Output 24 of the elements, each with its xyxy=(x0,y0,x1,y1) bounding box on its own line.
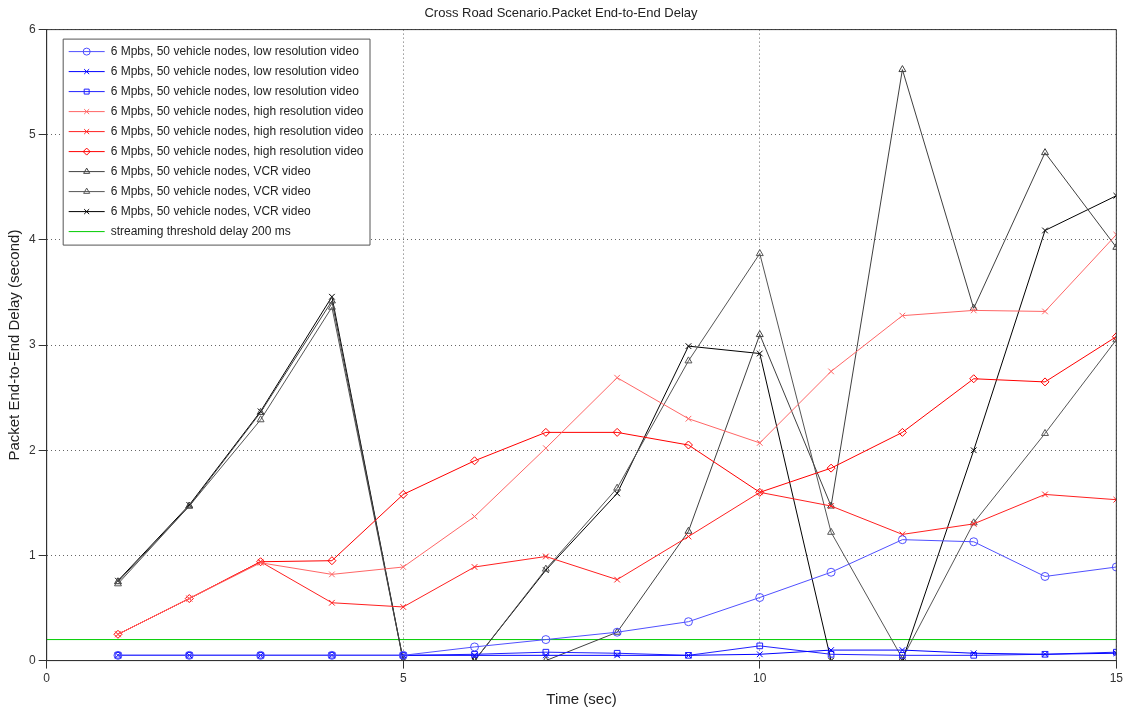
legend-label: 6 Mpbs, 50 vehicle nodes, VCR video xyxy=(110,203,312,218)
chart-title: Cross Road Scenario.Packet End-to-End Delay xyxy=(424,5,699,21)
y-tick-label: 1 xyxy=(28,547,36,562)
legend-label: 6 Mpbs, 50 vehicle nodes, low resolution video xyxy=(110,43,360,58)
x-tick-label: 10 xyxy=(753,671,767,686)
x-axis-title: Time (sec) xyxy=(546,690,617,708)
x-tick-label: 5 xyxy=(399,671,407,686)
x-tick-label: 0 xyxy=(43,671,51,686)
y-tick-label: 5 xyxy=(28,127,36,142)
y-tick-label: 6 xyxy=(28,21,36,36)
legend-label: 6 Mpbs, 50 vehicle nodes, high resolution video xyxy=(110,123,364,138)
y-tick-label: 4 xyxy=(28,232,36,247)
x-tick-label: 15 xyxy=(1109,671,1124,686)
legend-label: 6 Mpbs, 50 vehicle nodes, high resolution video xyxy=(110,103,364,118)
legend-label: 6 Mpbs, 50 vehicle nodes, low resolution video xyxy=(110,83,360,98)
legend-label: 6 Mpbs, 50 vehicle nodes, VCR video xyxy=(110,163,312,178)
y-axis-title: Packet End-to-End Delay (second) xyxy=(5,229,23,461)
legend-label: 6 Mpbs, 50 vehicle nodes, low resolution video xyxy=(110,63,360,78)
y-tick-label: 2 xyxy=(28,442,36,457)
legend-label: streaming threshold delay 200 ms xyxy=(110,223,291,238)
y-tick-label: 0 xyxy=(28,652,36,667)
legend-label: 6 Mpbs, 50 vehicle nodes, VCR video xyxy=(110,183,312,198)
legend-label: 6 Mpbs, 50 vehicle nodes, high resolution video xyxy=(110,143,364,158)
y-tick-label: 3 xyxy=(28,337,36,352)
